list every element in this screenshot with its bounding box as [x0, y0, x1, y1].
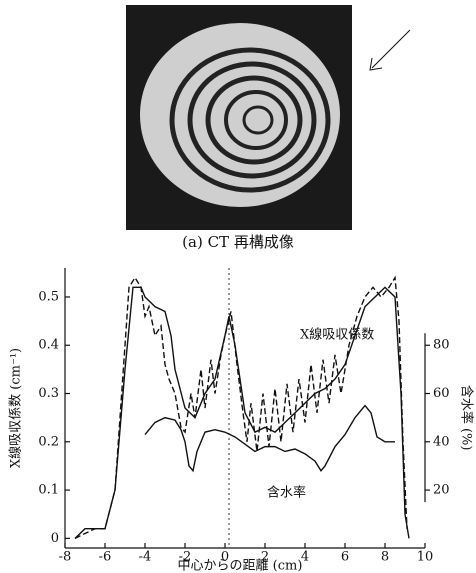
y2-tick-label: 60	[433, 386, 450, 401]
y-tick-label: 0.3	[38, 386, 59, 401]
y-axis-label: X線吸収係数 (cm⁻¹)	[8, 348, 24, 468]
arrow	[369, 29, 411, 71]
y-tick-label: 0.4	[38, 338, 59, 353]
series-label: X線吸収係数	[300, 327, 374, 343]
x-tick-label: -8	[59, 550, 72, 565]
caption: (a) CT 再構成像	[182, 233, 294, 251]
x-tick-label: 10	[417, 550, 434, 565]
x-tick-label: 4	[301, 550, 309, 565]
x-tick-label: 2	[261, 550, 269, 565]
x-tick-label: 0	[221, 550, 229, 565]
x-tick-label: -6	[99, 550, 112, 565]
series-label: 含水率	[267, 485, 306, 501]
y2-tick-label: 20	[433, 483, 450, 498]
y-tick-label: 0	[51, 531, 59, 546]
x-tick-label: 8	[381, 550, 389, 565]
x-tick-label: 6	[341, 550, 349, 565]
x-axis-label: 中心からの距離 (cm)	[178, 559, 303, 573]
data-line	[74, 275, 408, 539]
y2-tick-label: 40	[433, 434, 450, 449]
x-tick-label: -2	[179, 550, 192, 565]
y2-axis-label: 含水率 (%)	[459, 385, 475, 451]
y2-tick-label: 80	[433, 338, 450, 353]
y-tick-label: 0.2	[38, 434, 59, 449]
data-line	[144, 404, 395, 473]
y-tick-label: 0.1	[38, 483, 59, 498]
x-tick-label: -4	[139, 550, 152, 565]
y-tick-label: 0.5	[38, 289, 59, 304]
ct-image	[126, 5, 352, 230]
